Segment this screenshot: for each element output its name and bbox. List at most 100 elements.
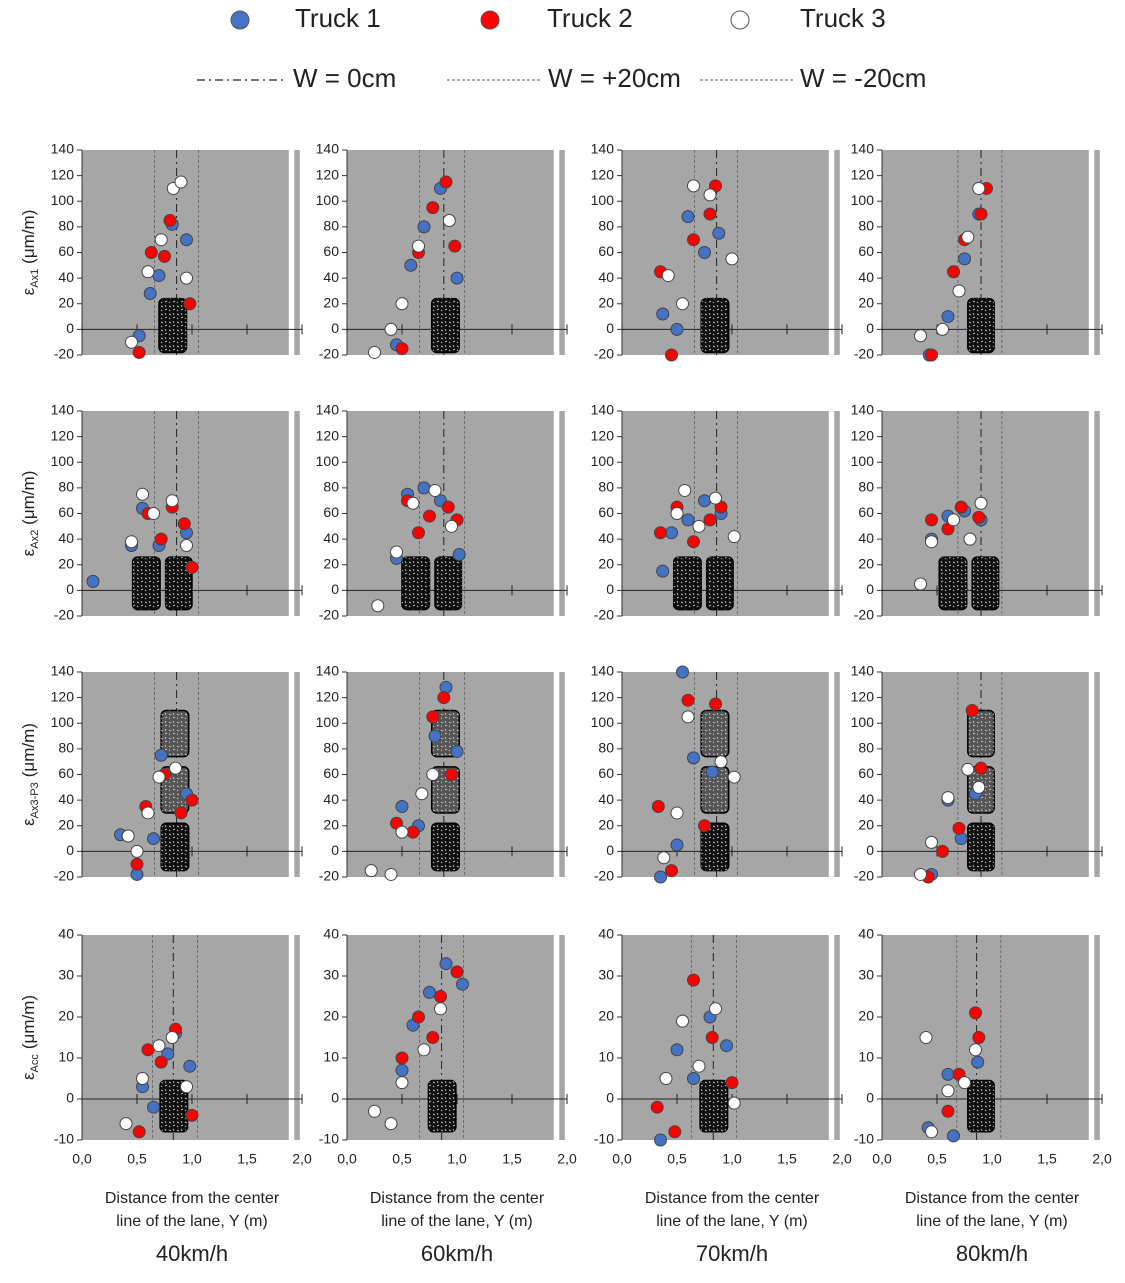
y-tick-label: 40 bbox=[323, 269, 339, 285]
y-tick-label: 120 bbox=[591, 427, 615, 443]
x-tick-label: 2,0 bbox=[1092, 1151, 1112, 1167]
y-tick-label: 140 bbox=[851, 663, 875, 679]
data-point bbox=[417, 481, 431, 495]
data-point bbox=[412, 239, 425, 253]
legend-label: W = -20cm bbox=[800, 63, 926, 93]
y-tick-label: 60 bbox=[323, 243, 339, 259]
data-point bbox=[698, 246, 711, 259]
data-point bbox=[971, 1055, 985, 1069]
data-point bbox=[676, 297, 689, 311]
y-tick-label: 120 bbox=[316, 688, 340, 704]
y-tick-label: -20 bbox=[594, 868, 614, 884]
data-point bbox=[417, 220, 431, 234]
y-tick-label: 0 bbox=[866, 320, 874, 336]
y-tick-label: 40 bbox=[58, 269, 74, 285]
y-tick-label: 80 bbox=[598, 479, 614, 495]
data-point bbox=[709, 491, 722, 505]
y-tick-label: 60 bbox=[323, 765, 339, 781]
y-tick-label: 20 bbox=[598, 1008, 614, 1024]
y-tick-label: 40 bbox=[858, 926, 874, 942]
data-point bbox=[132, 345, 146, 359]
data-point bbox=[941, 1067, 955, 1081]
y-tick-label: 140 bbox=[591, 402, 615, 418]
data-point bbox=[947, 1129, 960, 1143]
x-tick-label: 2,0 bbox=[292, 1151, 312, 1167]
data-point bbox=[687, 751, 700, 765]
y-label-unit: (μm/m) bbox=[19, 471, 38, 525]
x-tick-label: 0,5 bbox=[667, 1151, 687, 1167]
data-point bbox=[687, 179, 700, 193]
y-label-symbol: ε bbox=[19, 287, 38, 295]
y-tick-label: 140 bbox=[316, 402, 340, 418]
data-point bbox=[426, 1031, 440, 1044]
x-tick-label: 0,0 bbox=[872, 1151, 892, 1167]
data-point bbox=[670, 838, 684, 852]
data-point bbox=[395, 1076, 409, 1090]
plot-strip bbox=[553, 150, 560, 355]
x-axis-label: Distance from the center bbox=[905, 1190, 1080, 1207]
y-tick-label: 30 bbox=[858, 967, 874, 983]
y-tick-label: 100 bbox=[591, 192, 615, 208]
data-point bbox=[941, 310, 955, 324]
data-point bbox=[650, 1100, 664, 1114]
data-point bbox=[972, 1031, 986, 1044]
data-point bbox=[121, 829, 135, 843]
plot-strip bbox=[553, 935, 560, 1140]
y-tick-label: 0 bbox=[331, 1090, 339, 1106]
plot-strip bbox=[288, 150, 295, 355]
data-point bbox=[687, 973, 700, 987]
data-point bbox=[428, 483, 442, 497]
y-tick-label: 0 bbox=[866, 1090, 874, 1106]
data-point bbox=[415, 787, 429, 801]
wheel-texture bbox=[431, 298, 460, 353]
data-point bbox=[687, 535, 700, 549]
y-tick-label: 20 bbox=[858, 294, 874, 310]
y-tick-label: 0 bbox=[66, 1090, 74, 1106]
data-point bbox=[384, 322, 398, 336]
legend-label: Truck 1 bbox=[295, 3, 381, 33]
y-tick-label: 20 bbox=[323, 555, 339, 571]
data-point bbox=[154, 1055, 168, 1069]
wheel-texture bbox=[967, 298, 995, 353]
data-point bbox=[703, 188, 717, 202]
x-tick-label: 0,0 bbox=[337, 1151, 357, 1167]
data-point bbox=[426, 768, 440, 781]
data-point bbox=[442, 213, 456, 227]
data-point bbox=[925, 535, 938, 549]
x-axis-label: line of the lane, Y (m) bbox=[656, 1213, 808, 1230]
y-label-unit: (μm/m) bbox=[19, 723, 38, 777]
y-tick-label: 100 bbox=[851, 453, 875, 469]
legend-label: Truck 3 bbox=[800, 3, 886, 33]
plot-strip bbox=[828, 672, 835, 877]
y-label-subscript: Acc bbox=[29, 1054, 41, 1073]
data-point bbox=[180, 539, 193, 553]
legend-marker bbox=[730, 10, 750, 30]
y-tick-label: 80 bbox=[323, 218, 339, 234]
data-point bbox=[947, 513, 960, 527]
x-tick-label: 1,0 bbox=[447, 1151, 467, 1167]
data-point bbox=[163, 213, 177, 227]
x-tick-label: 2,0 bbox=[832, 1151, 852, 1167]
data-point bbox=[725, 252, 739, 266]
data-point bbox=[165, 1031, 179, 1044]
y-tick-label: -10 bbox=[319, 1131, 339, 1147]
data-point bbox=[141, 1043, 155, 1057]
data-point bbox=[961, 762, 975, 776]
data-point bbox=[668, 1125, 682, 1139]
y-tick-label: 100 bbox=[591, 453, 615, 469]
wheel-texture bbox=[972, 557, 999, 610]
y-tick-label: 20 bbox=[598, 555, 614, 571]
plot-strip bbox=[828, 411, 835, 616]
data-point bbox=[439, 175, 453, 189]
data-point bbox=[703, 207, 717, 221]
data-point bbox=[709, 1002, 722, 1016]
y-label-subscript: Ax1 bbox=[29, 269, 41, 288]
y-tick-label: 20 bbox=[598, 816, 614, 832]
data-point bbox=[941, 791, 955, 805]
y-tick-label: 140 bbox=[51, 141, 75, 157]
data-point bbox=[952, 284, 966, 298]
data-point bbox=[969, 1043, 982, 1057]
y-label-symbol: ε bbox=[19, 818, 38, 826]
data-point bbox=[125, 535, 138, 549]
